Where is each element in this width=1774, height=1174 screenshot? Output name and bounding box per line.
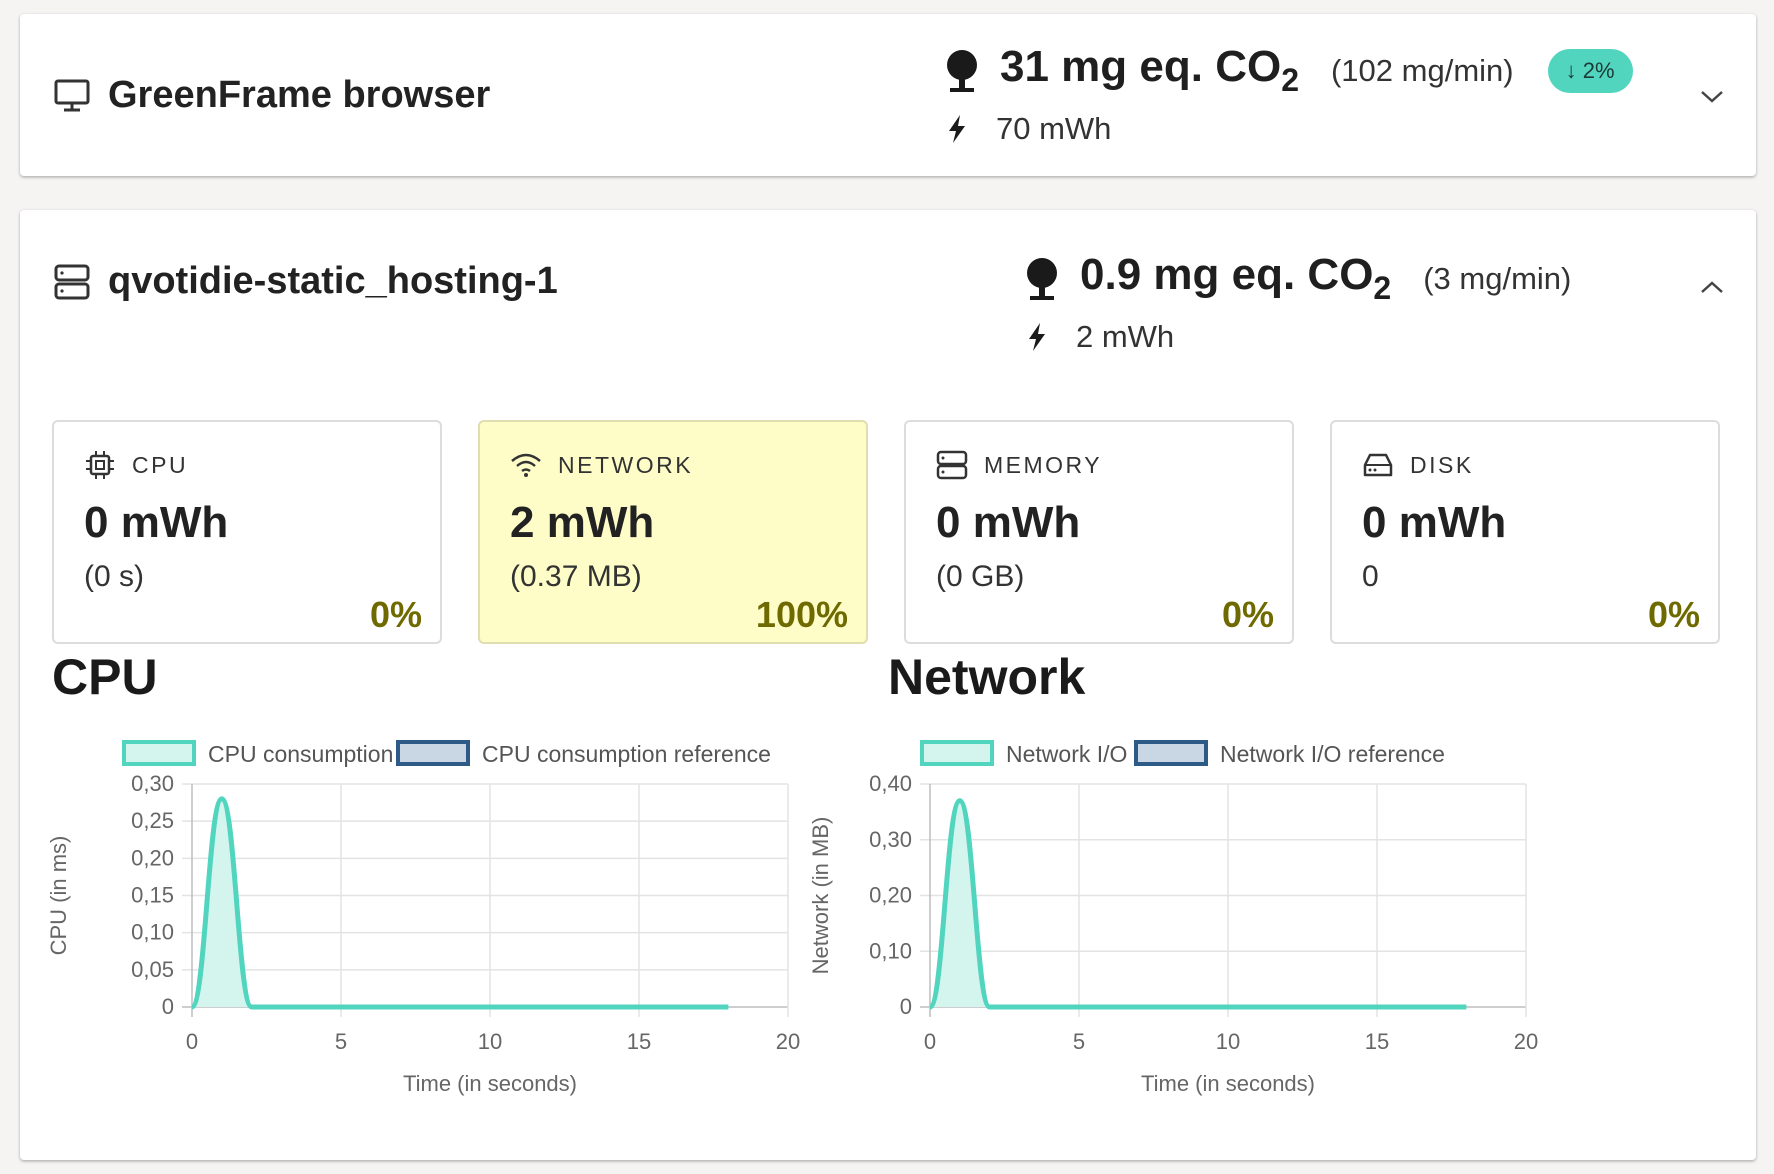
stat-label: CPU	[132, 451, 189, 478]
series-line	[927, 798, 1467, 1010]
stat-percent: 0%	[369, 594, 422, 635]
browser-title: GreenFrame browser	[108, 74, 491, 116]
bolt-icon	[949, 115, 965, 143]
stat-card-disk[interactable]: DISK 0 mWh 0 0%	[1330, 420, 1720, 644]
series-line	[189, 796, 729, 1010]
stat-value: 0 mWh	[936, 498, 1081, 547]
container-co2-rate: (3 mg/min)	[1423, 260, 1572, 296]
stat-value: 0 mWh	[84, 498, 229, 547]
stat-sub: 0	[1362, 560, 1379, 593]
monitor-icon	[52, 76, 92, 116]
browser-energy: 70 mWh	[996, 111, 1112, 146]
container-energy: 2 mWh	[1076, 319, 1175, 354]
x-tick-label: 0	[186, 1029, 198, 1054]
y-tick-label: 0,25	[131, 808, 174, 833]
y-tick-label: 0,15	[131, 883, 174, 908]
chevron-down-icon[interactable]	[1698, 88, 1726, 106]
stat-card-cpu[interactable]: CPU 0 mWh (0 s) 0%	[52, 420, 442, 644]
legend-swatch	[1134, 740, 1208, 766]
y-tick-label: 0,10	[869, 938, 912, 963]
y-tick-label: 0	[900, 994, 912, 1019]
y-tick-label: 0,20	[869, 883, 912, 908]
cpu-chart: CPU consumption CPU consumption reference…	[46, 740, 800, 1096]
x-tick-label: 0	[924, 1029, 936, 1054]
browser-title-row: GreenFrame browser	[52, 74, 490, 117]
legend-label: Network I/O	[1006, 741, 1127, 767]
x-tick-label: 5	[1073, 1029, 1085, 1054]
legend-swatch	[396, 740, 470, 766]
x-axis-title: Time (in seconds)	[403, 1071, 577, 1096]
stat-label: DISK	[1410, 451, 1474, 478]
y-tick-label: 0,10	[131, 920, 174, 945]
network-section-title: Network	[888, 649, 1086, 705]
browser-card[interactable]: GreenFrame browser 31 mg eq. CO2 (102 mg…	[20, 14, 1756, 176]
stat-label: MEMORY	[984, 451, 1103, 478]
stat-label: NETWORK	[558, 451, 694, 478]
network-chart: Network I/O Network I/O reference 0 0,10 0,2…	[808, 740, 1538, 1096]
wifi-icon	[511, 453, 541, 477]
x-axis-title: Time (in seconds)	[1141, 1071, 1315, 1096]
bolt-icon	[1029, 323, 1045, 351]
series-area	[192, 798, 729, 1007]
memory-icon	[936, 450, 968, 480]
x-tick-label: 20	[776, 1029, 800, 1054]
stat-percent: 0%	[1221, 594, 1274, 635]
browser-co2-block: 31 mg eq. CO2 (102 mg/min) ↓ 2% 70 mWh	[942, 42, 1633, 147]
y-tick-label: 0,30	[131, 771, 174, 796]
x-tick-label: 5	[335, 1029, 347, 1054]
browser-co2-rate: (102 mg/min)	[1330, 52, 1514, 88]
disk-icon	[1363, 453, 1393, 477]
stat-sub: (0 GB)	[936, 560, 1025, 593]
y-tick-label: 0	[162, 994, 174, 1019]
stat-value: 0 mWh	[1362, 498, 1507, 547]
container-co2-block: 0.9 mg eq. CO2 (3 mg/min) 2 mWh	[1022, 250, 1571, 355]
browser-co2-value: 31 mg eq. CO2	[1000, 42, 1299, 98]
server-icon	[52, 262, 92, 302]
x-tick-label: 10	[1216, 1029, 1240, 1054]
y-axis-title: CPU (in ms)	[46, 836, 71, 956]
cpu-section-title: CPU	[52, 649, 158, 705]
stat-percent: 100%	[755, 594, 848, 635]
container-co2-value: 0.9 mg eq. CO2	[1080, 250, 1392, 306]
trend-badge: ↓ 2%	[1547, 48, 1633, 93]
container-card: qvotidie-static_hosting-1 0.9 mg eq. CO2…	[20, 210, 1756, 1160]
y-tick-label: 0,05	[131, 957, 174, 982]
x-tick-label: 10	[478, 1029, 502, 1054]
y-axis-title: Network (in MB)	[808, 817, 833, 975]
chevron-up-icon[interactable]	[1698, 278, 1726, 296]
legend-swatch	[920, 740, 994, 766]
tree-icon	[1027, 257, 1057, 300]
container-title-row: qvotidie-static_hosting-1	[52, 260, 558, 303]
stat-sub: (0 s)	[84, 560, 144, 593]
legend-label: CPU consumption reference	[482, 741, 771, 767]
container-title: qvotidie-static_hosting-1	[108, 260, 558, 302]
tree-icon	[947, 49, 977, 92]
y-tick-label: 0,30	[869, 827, 912, 852]
y-tick-label: 0,20	[131, 845, 174, 870]
x-tick-label: 20	[1514, 1029, 1538, 1054]
x-tick-label: 15	[627, 1029, 651, 1054]
x-tick-label: 15	[1365, 1029, 1389, 1054]
stat-card-network[interactable]: NETWORK 2 mWh (0.37 MB) 100%	[478, 420, 868, 644]
stat-sub: (0.37 MB)	[510, 560, 642, 593]
series-area	[930, 800, 1467, 1007]
cpu-icon	[86, 451, 114, 479]
legend-label: CPU consumption	[208, 741, 393, 767]
stat-percent: 0%	[1647, 594, 1700, 635]
legend-swatch	[122, 740, 196, 766]
stat-value: 2 mWh	[510, 498, 655, 547]
stat-card-memory[interactable]: MEMORY 0 mWh (0 GB) 0%	[904, 420, 1294, 644]
y-tick-label: 0,40	[869, 771, 912, 796]
legend-label: Network I/O reference	[1220, 741, 1445, 767]
